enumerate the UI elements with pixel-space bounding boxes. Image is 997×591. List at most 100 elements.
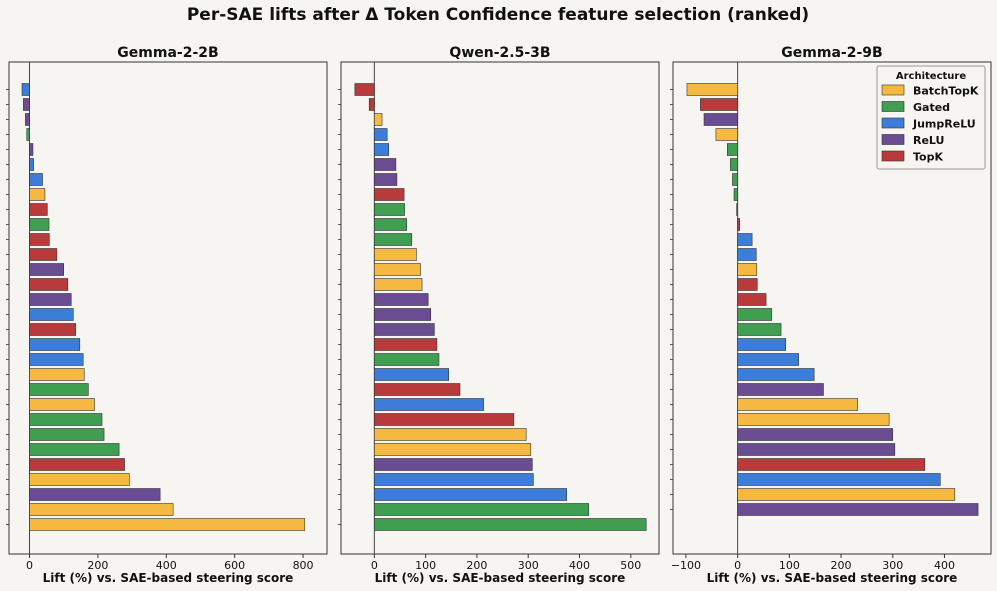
bar xyxy=(29,203,48,216)
bar xyxy=(374,188,405,201)
legend-label: ReLU xyxy=(913,134,944,147)
x-tick-label: 200 xyxy=(87,559,108,572)
x-axis-label: Lift (%) vs. SAE-based steering score xyxy=(375,571,626,585)
x-tick-label: 200 xyxy=(831,559,852,572)
legend-label: Gated xyxy=(913,101,950,114)
bar xyxy=(374,293,429,306)
bar xyxy=(29,458,125,471)
x-tick-label: 400 xyxy=(569,559,590,572)
x-tick-label: 300 xyxy=(518,559,539,572)
bar xyxy=(737,413,890,426)
bar xyxy=(737,488,956,501)
plot-area xyxy=(341,62,659,554)
axes-frame xyxy=(672,61,992,555)
bar xyxy=(374,308,432,321)
legend-title: Architecture xyxy=(896,71,966,82)
bar xyxy=(29,398,95,411)
x-tick-label: 200 xyxy=(466,559,487,572)
bar xyxy=(703,113,738,126)
x-tick-label: 800 xyxy=(293,559,314,572)
bar xyxy=(354,83,375,96)
bar xyxy=(29,443,120,456)
bar xyxy=(26,128,30,141)
bar xyxy=(29,413,103,426)
bar xyxy=(374,203,405,216)
bar xyxy=(737,308,773,321)
bar xyxy=(29,473,130,486)
x-tick-label: −100 xyxy=(671,559,701,572)
bar xyxy=(29,263,65,276)
x-tick-label: 0 xyxy=(734,559,741,572)
panel-gemma-2-2b: Gemma-2-2B Lift (%) vs. SAE-based steeri… xyxy=(6,45,328,585)
bar xyxy=(29,353,84,366)
x-tick-label: 0 xyxy=(26,559,33,572)
axes-frame xyxy=(340,61,660,555)
bar xyxy=(374,143,390,156)
bar xyxy=(737,278,758,291)
bar xyxy=(29,233,50,246)
legend: Architecture BatchTopK Gated JumpReLU ReLU T… xyxy=(876,65,986,170)
bar xyxy=(715,128,738,141)
bar xyxy=(29,248,58,261)
x-tick-label: 100 xyxy=(415,559,436,572)
bar xyxy=(368,98,375,111)
panel-title: Qwen-2.5-3B xyxy=(449,45,550,61)
bar xyxy=(29,188,46,201)
x-tick-label: 400 xyxy=(156,559,177,572)
bar xyxy=(726,143,738,156)
bar xyxy=(737,233,753,246)
bar xyxy=(737,248,757,261)
bar xyxy=(374,413,515,426)
x-tick-label: 600 xyxy=(224,559,245,572)
bar xyxy=(374,473,534,486)
bar xyxy=(737,338,787,351)
bar xyxy=(29,383,89,396)
bar xyxy=(732,173,738,186)
bar xyxy=(374,218,407,231)
legend-label: TopK xyxy=(913,151,943,164)
bar xyxy=(29,323,76,336)
bar xyxy=(374,323,435,336)
bar xyxy=(29,338,81,351)
bar xyxy=(374,443,532,456)
bar xyxy=(29,368,85,381)
bar xyxy=(21,83,30,96)
bar xyxy=(736,203,738,216)
bar xyxy=(374,353,440,366)
bar xyxy=(25,113,30,126)
bar xyxy=(29,308,74,321)
legend-swatch xyxy=(881,84,905,96)
bar xyxy=(737,383,824,396)
legend-swatch xyxy=(881,150,905,162)
bar xyxy=(374,518,647,531)
bar xyxy=(374,458,533,471)
bar xyxy=(737,293,767,306)
bar xyxy=(23,98,30,111)
x-axis-label: Lift (%) vs. SAE-based steering score xyxy=(707,571,958,585)
x-tick-label: 100 xyxy=(779,559,800,572)
bar xyxy=(374,368,450,381)
bar xyxy=(29,158,34,171)
panel-title: Gemma-2-9B xyxy=(781,45,882,61)
bar xyxy=(737,218,741,231)
bar xyxy=(737,473,941,486)
bar xyxy=(374,488,567,501)
panel-qwen-2-5-3b: Qwen-2.5-3B Lift (%) vs. SAE-based steer… xyxy=(338,45,660,585)
bar xyxy=(737,353,799,366)
bar xyxy=(686,83,738,96)
legend-swatch xyxy=(881,101,905,112)
bar xyxy=(700,98,738,111)
bar xyxy=(29,428,105,441)
legend-swatch xyxy=(881,117,905,129)
bar xyxy=(737,398,858,411)
x-tick-label: 400 xyxy=(934,559,955,572)
bar xyxy=(374,428,527,441)
bar xyxy=(737,428,894,441)
bar xyxy=(733,188,738,201)
bar xyxy=(737,323,782,336)
bar xyxy=(737,368,815,381)
bar xyxy=(374,248,417,261)
legend-swatch xyxy=(881,134,905,145)
bar xyxy=(29,518,306,531)
